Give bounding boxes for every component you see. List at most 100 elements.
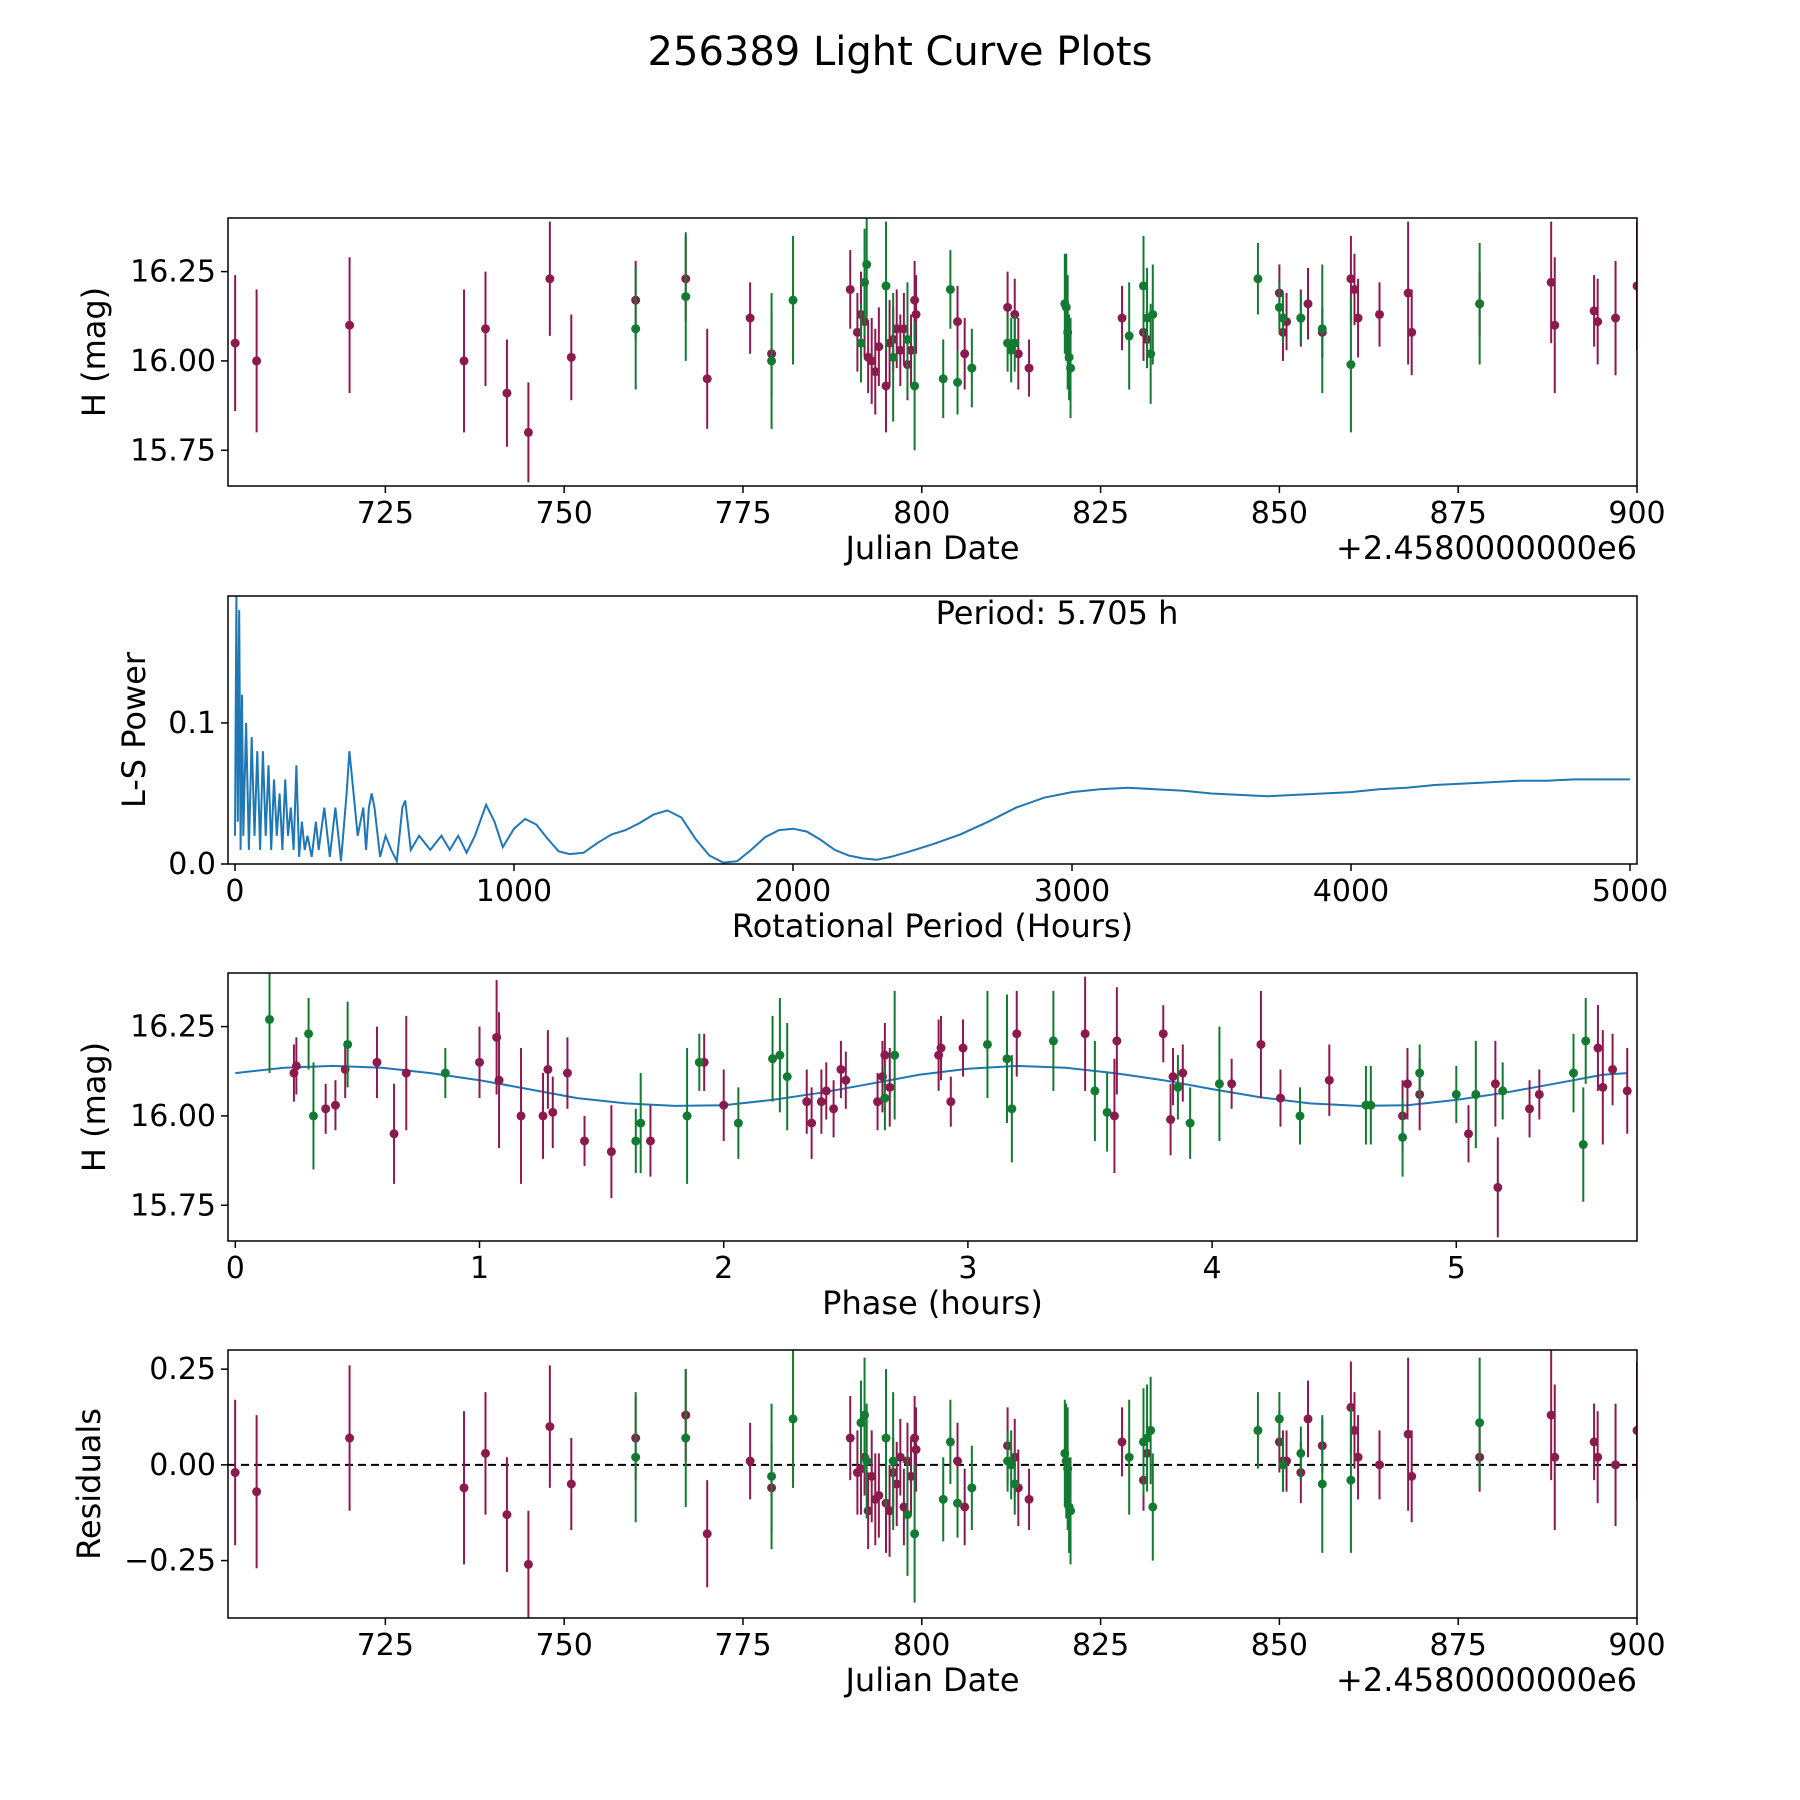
x-offset-label: +2.4580000000e6: [1336, 1661, 1637, 1699]
data-point: [1178, 1044, 1188, 1102]
data-point: [982, 990, 992, 1099]
marker: [1142, 1433, 1152, 1443]
period-annotation: Period: 5.705 h: [936, 594, 1179, 632]
data-point: [1278, 293, 1288, 344]
x-tick-label: 750: [536, 496, 593, 531]
data-point: [895, 1418, 905, 1496]
marker: [1010, 1479, 1020, 1489]
marker: [1138, 281, 1148, 291]
marker: [775, 1050, 785, 1060]
data-point: [1256, 990, 1266, 1099]
data-point: [821, 1062, 831, 1120]
marker: [802, 1097, 812, 1107]
data-point: [881, 1369, 891, 1507]
marker: [1493, 1182, 1503, 1192]
marker: [1274, 1414, 1284, 1424]
data-point: [745, 282, 755, 354]
data-point: [845, 250, 855, 329]
x-axis-label: Phase (hours): [822, 1284, 1043, 1322]
data-point: [867, 318, 877, 404]
data-point: [1117, 1407, 1127, 1477]
data-point: [1493, 1137, 1503, 1238]
marker: [694, 1057, 704, 1067]
x-tick-label: 725: [357, 1628, 414, 1663]
series-filter-red: [289, 976, 1632, 1238]
data-point: [1349, 253, 1359, 326]
marker: [1066, 1506, 1076, 1516]
data-point: [1274, 282, 1284, 333]
series-filter-red: [230, 221, 1637, 483]
marker: [890, 1050, 900, 1060]
data-point: [1102, 1073, 1112, 1152]
data-point: [330, 1080, 340, 1131]
data-point: [1415, 1044, 1425, 1102]
data-point: [1274, 1392, 1284, 1446]
marker: [1112, 1036, 1122, 1046]
marker: [1589, 1437, 1599, 1447]
marker: [1398, 1132, 1408, 1142]
marker: [1593, 1452, 1603, 1462]
marker: [953, 1456, 963, 1466]
data-point: [1464, 1105, 1474, 1163]
data-point: [1173, 1055, 1183, 1120]
marker: [1278, 1460, 1288, 1470]
marker: [562, 1068, 572, 1078]
data-point: [1048, 990, 1058, 1091]
marker: [910, 1433, 920, 1443]
data-point: [836, 1040, 846, 1099]
data-point: [389, 1083, 399, 1184]
data-point: [733, 1087, 743, 1159]
data-point: [1303, 268, 1313, 340]
x-axis-label: Julian Date: [843, 529, 1019, 567]
marker: [252, 356, 262, 366]
data-point: [967, 1445, 977, 1530]
data-point: [230, 1399, 240, 1546]
x-tick-label: 4: [1203, 1251, 1222, 1286]
marker: [1403, 1429, 1413, 1439]
marker: [475, 1057, 485, 1067]
marker: [389, 1129, 399, 1139]
marker: [733, 1118, 743, 1128]
marker: [1353, 1452, 1363, 1462]
data-point: [252, 289, 262, 433]
marker: [1534, 1089, 1544, 1099]
marker: [1024, 1494, 1034, 1504]
data-point: [1569, 1033, 1579, 1113]
marker: [874, 342, 884, 352]
data-point: [967, 328, 977, 408]
marker: [1464, 1129, 1474, 1139]
data-point: [745, 1422, 755, 1500]
data-point: [321, 1083, 331, 1134]
marker: [911, 1445, 921, 1455]
data-point: [782, 1023, 792, 1131]
marker: [1117, 313, 1127, 323]
marker: [631, 1452, 641, 1462]
x-tick-label: 4000: [1313, 874, 1389, 909]
x-tick-label: 800: [893, 1628, 950, 1663]
marker: [1550, 1452, 1560, 1462]
marker: [945, 1437, 955, 1447]
data-point: [1146, 1376, 1156, 1484]
data-point: [910, 1464, 920, 1603]
data-point: [1066, 318, 1076, 419]
series-filter-red: [230, 1350, 1637, 1618]
data-point: [1407, 1430, 1417, 1523]
marker: [291, 1061, 301, 1071]
data-point: [523, 382, 533, 483]
marker: [888, 1456, 898, 1466]
data-point: [1353, 1415, 1363, 1500]
marker: [816, 1097, 826, 1107]
marker: [960, 349, 970, 359]
axes-frame: [227, 595, 1638, 865]
marker: [459, 356, 469, 366]
x-tick-label: 1000: [476, 874, 552, 909]
marker: [1124, 1452, 1134, 1462]
marker: [1048, 1036, 1058, 1046]
x-tick-label: 775: [714, 1628, 771, 1663]
data-point: [910, 321, 920, 451]
marker: [321, 1104, 331, 1114]
data-point: [265, 973, 275, 1074]
marker: [895, 345, 905, 355]
marker: [1346, 1475, 1356, 1485]
marker: [870, 367, 880, 377]
